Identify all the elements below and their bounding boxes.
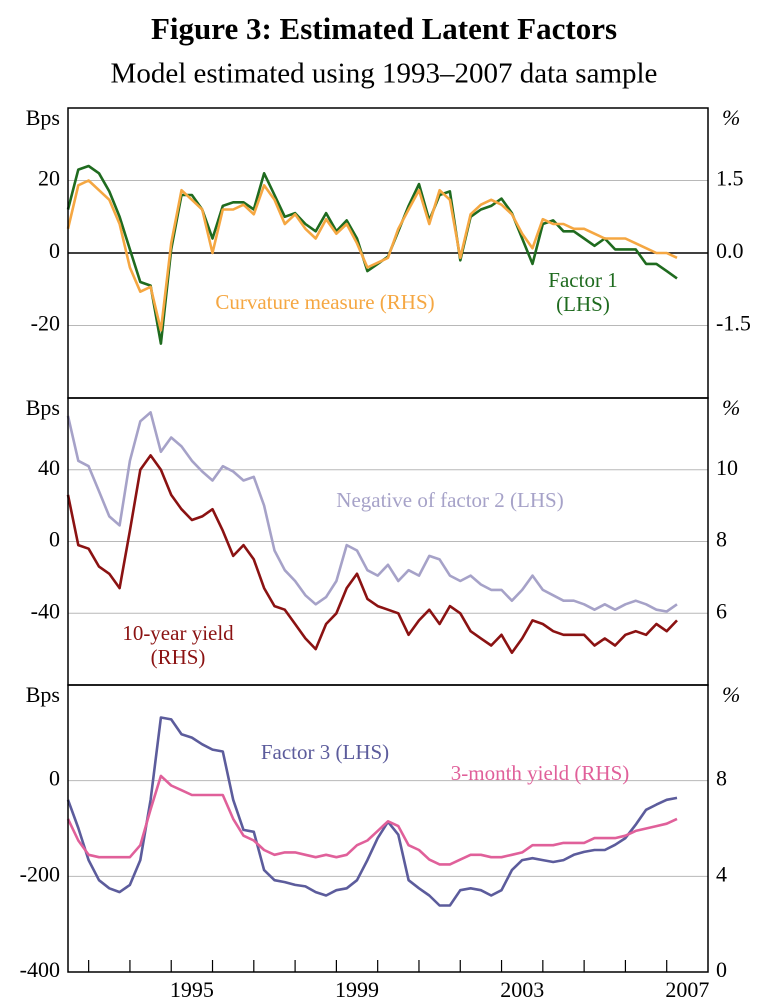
y2-tick-label: 10 [716, 455, 738, 480]
y2-tick-label: -1.5 [716, 311, 751, 336]
series-label: Negative of factor 2 (LHS) [336, 488, 564, 512]
y-tick-label: -20 [31, 311, 60, 336]
x-tick-label: 2003 [500, 977, 544, 1002]
series-label: Factor 3 (LHS) [260, 740, 390, 764]
series-line [66, 179, 678, 332]
series-line [66, 774, 678, 866]
y2-tick-label: 4 [716, 861, 727, 886]
series-line [66, 454, 678, 654]
series-line [66, 164, 678, 345]
y2-tick-label: 6 [716, 598, 727, 623]
y2-tick-label: 0 [716, 957, 727, 982]
series-label: 10-year yield (RHS) [122, 621, 234, 669]
series-label: Factor 1 (LHS) [548, 268, 618, 316]
y-unit: Bps [26, 682, 60, 707]
y-tick-label: 0 [49, 766, 60, 791]
chart-title: Figure 3: Estimated Latent Factors [151, 11, 617, 46]
series-label: 3-month yield (RHS) [450, 761, 630, 785]
y-unit: Bps [26, 105, 60, 130]
y-unit: Bps [26, 395, 60, 420]
y-tick-label: 40 [38, 455, 60, 480]
y-tick-label: -200 [20, 861, 60, 886]
chart-subtitle: Model estimated using 1993–2007 data sam… [111, 58, 658, 90]
y2-unit: % [722, 395, 740, 420]
y-tick-label: -40 [31, 598, 60, 623]
y2-unit: % [722, 105, 740, 130]
x-tick-label: 1995 [170, 977, 214, 1002]
series-label: Curvature measure (RHS) [215, 290, 435, 314]
y2-tick-label: 8 [716, 527, 727, 552]
y2-tick-label: 0.0 [716, 238, 744, 263]
y-tick-label: 0 [49, 527, 60, 552]
series-line [66, 411, 678, 613]
y-tick-label: -400 [20, 957, 60, 982]
panel-frame [67, 684, 709, 973]
y2-tick-label: 1.5 [716, 166, 744, 191]
x-tick-label: 2007 [665, 977, 709, 1002]
series-line [66, 716, 678, 907]
y-tick-label: 0 [49, 238, 60, 263]
y2-unit: % [722, 682, 740, 707]
y-tick-label: 20 [38, 166, 60, 191]
x-tick-label: 1999 [335, 977, 379, 1002]
y2-tick-label: 8 [716, 766, 727, 791]
